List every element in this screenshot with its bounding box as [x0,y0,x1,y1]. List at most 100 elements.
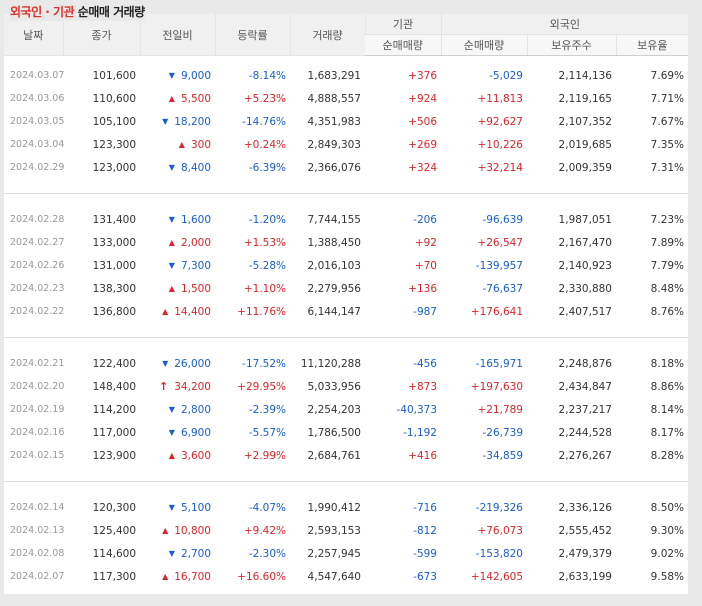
header-rate: 등락률 [214,14,290,56]
cell-diff: ▲ 16,700 [140,565,215,588]
title-name: 순매매 거래량 [74,5,145,19]
cell-foreign-ratio: 7.69% [650,69,685,82]
cell-close: 133,000 [92,236,136,249]
cell-foreign-net: -165,971 [475,357,523,370]
cell-volume: 2,593,153 [307,524,361,537]
gap-cell [4,194,688,208]
cell-rate: +5.23% [243,92,286,105]
cell-diff: ▼ 18,200 [140,110,215,133]
cell-volume: 5,033,956 [307,380,361,393]
cell-close: 120,300 [92,501,136,514]
cell-foreign-ratio: 7.71% [650,92,685,105]
cell-rate: +9.42% [243,524,286,537]
cell-volume: 2,684,761 [307,449,361,462]
cell-foreign-shares: 2,114,136 [558,69,612,82]
spacer-cell [4,56,688,65]
cell-date: 2024.02.14 [10,502,65,513]
cell-close: 131,000 [92,259,136,272]
cell-foreign-ratio: 8.17% [650,426,685,439]
cell-rate: -14.76% [242,115,286,128]
group-gap [4,482,688,496]
title-highlight: 외국인 · 기관 [10,5,75,19]
cell-volume: 6,144,147 [307,305,361,318]
cell-date: 2024.02.27 [10,237,65,248]
up-arrow-icon: ▲ [168,237,175,247]
cell-diff: ▼1,700 [140,588,215,595]
cell-foreign-net: +142,605 [470,570,523,583]
cell-foreign-net: +10,226 [477,138,523,151]
cell-close: 114,200 [92,403,136,416]
cell-foreign-ratio: 8.14% [650,403,685,416]
cell-foreign-shares: 2,540,549 [527,588,616,595]
cell-inst-net: +136 [408,282,437,295]
divider-cell [4,481,688,482]
cell-close: 100,600 [63,588,140,595]
cell-date: 2024.02.22 [10,306,65,317]
table-top-spacer [4,56,688,65]
header-diff: 전일비 [139,14,215,56]
down-arrow-icon: ▼ [162,358,169,368]
cell-date: 2024.02.29 [10,162,65,173]
cell-foreign-ratio: 9.30% [650,524,685,537]
cell-volume: 4,888,557 [307,92,361,105]
cell-inst-net: -599 [413,547,437,560]
cell-close: 122,400 [92,357,136,370]
cell-close: 117,300 [92,570,136,583]
cell-foreign-net: +92,627 [477,115,523,128]
cell-foreign-ratio: 8.50% [650,501,685,514]
cell-volume: 7,744,155 [307,213,361,226]
cell-foreign-shares: 2,248,876 [558,357,612,370]
cell-rate: +2.99% [243,449,286,462]
cell-inst-net: -673 [413,570,437,583]
cell-foreign-shares: 2,633,199 [558,570,612,583]
cell-volume: 2,366,076 [307,161,361,174]
cell-foreign-ratio: 7.79% [650,259,685,272]
header-foreign-ratio: 보유율 [615,34,688,56]
cell-close: 123,900 [92,449,136,462]
trading-table-panel: 날짜 종가 전일비 등락률 거래량 기관 외국인 순매매량 순매매량 보유주수 … [4,14,688,594]
cell-inst-net: -456 [413,357,437,370]
cell-inst-net: +376 [408,69,437,82]
cell-inst-net: +416 [408,449,437,462]
cell-foreign-ratio: 8.48% [650,282,685,295]
diff-value: 14,400 [174,305,211,318]
cell-volume: 2,254,203 [307,403,361,416]
section-title: 외국인 · 기관 순매매 거래량 [10,3,145,21]
gap-cell [4,179,688,193]
cell-foreign-ratio: 7.67% [650,115,685,128]
group-gap [4,194,688,208]
cell-date: 2024.02.06 [4,588,63,594]
cell-inst-net: -812 [413,524,437,537]
cell-diff: ▲ 1,500 [140,277,215,300]
cell-foreign-ratio: 8.76% [650,305,685,318]
cell-foreign-shares: 2,555,452 [558,524,612,537]
cell-inst-net: -987 [413,305,437,318]
cell-diff: ▼ 8,400 [140,156,215,179]
cell-foreign-shares: 2,009,359 [558,161,612,174]
cell-foreign-net: +176,641 [470,305,523,318]
cell-close: 101,600 [92,69,136,82]
cell-rate: +11.76% [237,305,286,318]
down-arrow-icon: ▼ [168,502,175,512]
cell-foreign-net: -153,820 [475,547,523,560]
gap-cell [4,482,688,496]
cell-foreign-ratio: 8.18% [650,357,685,370]
table-row: 2024.02.27 133,000 ▲ 2,000 +1.53% 1,388,450 +9… [4,231,688,254]
cell-foreign-shares: 2,276,267 [558,449,612,462]
table-row: 2024.02.06100,600▼1,700-1.66%3,688,073+6… [4,588,688,595]
cell-foreign-shares: 2,140,923 [558,259,612,272]
cell-volume: 2,016,103 [307,259,361,272]
cell-close: 131,400 [92,213,136,226]
table-row: 2024.02.14 120,300 ▼ 5,100 -4.07% 1,990,412 -7… [4,496,688,519]
cell-foreign-shares: 2,407,517 [558,305,612,318]
cell-foreign-shares: 1,987,051 [558,213,612,226]
group-divider [4,337,688,338]
header-volume: 거래량 [289,14,365,56]
investor-trading-table: 날짜 종가 전일비 등락률 거래량 기관 외국인 순매매량 순매매량 보유주수 … [4,14,688,594]
cell-date: 2024.02.08 [10,548,65,559]
cell-foreign-shares: 2,244,528 [558,426,612,439]
down-arrow-icon: ▼ [168,548,175,558]
gap-cell [4,323,688,337]
cell-foreign-ratio: 8.86% [650,380,685,393]
header-institution: 기관 [364,14,441,35]
